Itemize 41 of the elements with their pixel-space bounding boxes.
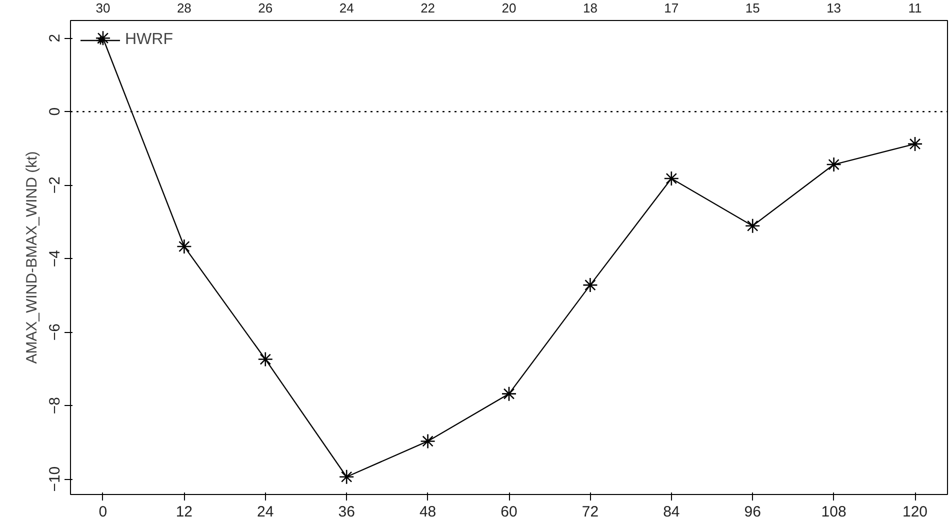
text: 13 [826,0,842,16]
point [501,386,517,402]
x-tick-label: 60 [500,504,518,519]
y-tick-label: −8 [46,397,64,414]
point [420,434,436,449]
text: 22 [420,0,436,16]
text: 11 [908,0,922,16]
point [338,469,354,485]
y-axis-title: AMAX_WIND-BMAX_WIND (kt) [24,151,40,364]
x-tick-label: 36 [338,504,355,519]
text: 30 [96,0,110,16]
x-tick-label: 120 [902,504,928,519]
x-tick-label: 84 [663,504,680,519]
y-tick-label: −6 [46,324,64,341]
text: 28 [176,0,192,16]
point [907,136,923,152]
y-tick-label: 2 [46,34,64,42]
point [176,238,192,254]
point [826,156,842,172]
text: 24 [339,0,354,16]
x-tick-label: 12 [176,504,193,519]
x-tick-label: 96 [744,504,761,519]
y-tick-label: 0 [46,107,64,116]
legend-label: HWRF [125,31,173,49]
y-tick-label: −2 [46,176,64,194]
text: 15 [745,0,760,16]
point [744,218,760,234]
text: 18 [582,0,598,16]
point [664,170,680,186]
text: 20 [502,0,516,16]
x-tick-label: 0 [98,504,108,519]
x-tick-label: 108 [821,504,846,519]
text: 17 [664,0,679,16]
text: 26 [258,0,273,16]
point [258,352,274,367]
x-tick-label: 72 [582,504,599,519]
x-tick-label: 24 [257,504,274,519]
y-tick-label: −10 [46,466,64,492]
y-tick-label: −4 [46,250,64,268]
point [582,277,598,293]
x-tick-label: 48 [419,504,436,519]
